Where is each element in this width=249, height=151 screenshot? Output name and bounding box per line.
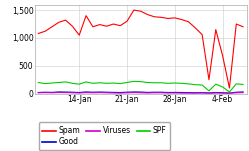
Legend: Spam, Good, Viruses, SPF: Spam, Good, Viruses, SPF: [39, 122, 170, 150]
